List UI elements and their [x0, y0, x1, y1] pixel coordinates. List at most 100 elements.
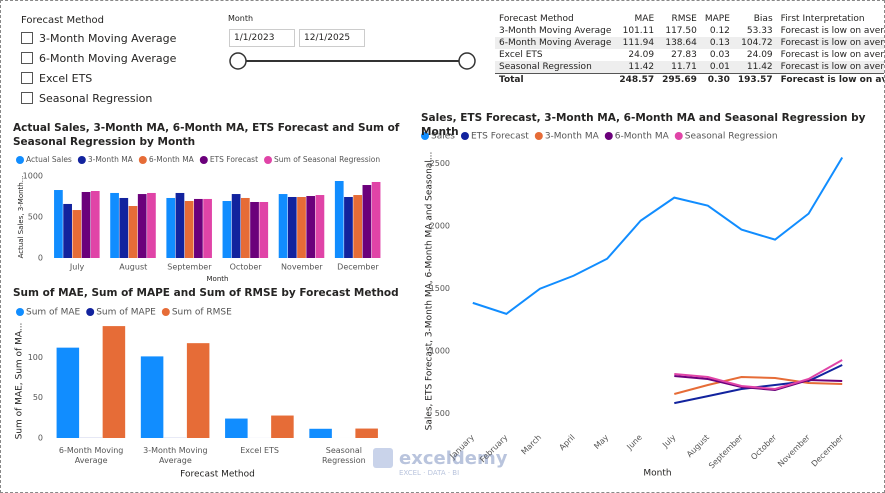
- table-cell: 27.83: [671, 50, 697, 60]
- legend-label: Sales: [431, 132, 455, 142]
- y-tick-label: 500: [28, 213, 43, 222]
- metrics-table: Forecast Method MAE RMSE MAPE Bias First Inte…: [495, 13, 884, 86]
- x-tick-label: October: [749, 432, 779, 462]
- table-cell: 6-Month Moving Average: [495, 37, 616, 49]
- bar: [81, 191, 91, 258]
- y-axis-title: Sum of MAE, Sum of MA...: [15, 323, 25, 440]
- table-cell: Seasonal Regression: [495, 61, 616, 74]
- bar: [222, 201, 232, 258]
- total-cell: Total: [495, 73, 616, 86]
- bar: [371, 181, 381, 258]
- line: [674, 359, 843, 391]
- bar: [140, 356, 164, 438]
- total-cell: 295.69: [658, 73, 701, 86]
- legend-label: ETS Forecast: [471, 132, 529, 142]
- bar: [137, 194, 147, 258]
- legend-label: ETS Forecast: [210, 155, 258, 164]
- header-cell: RMSE: [671, 14, 697, 24]
- slicer-item[interactable]: 3-Month Moving Average: [21, 28, 176, 48]
- legend-swatch: [421, 132, 429, 140]
- y-tick-label: 0: [38, 434, 43, 443]
- y-tick-label: 1000: [430, 347, 450, 356]
- bar: [362, 185, 372, 258]
- table-cell: 11.71: [658, 61, 701, 74]
- x-tick-label: December: [810, 432, 846, 468]
- bar: [297, 196, 306, 258]
- legend-swatch: [86, 308, 95, 316]
- header-cell: Bias: [753, 14, 773, 24]
- table-cell: 0.01: [700, 61, 734, 74]
- bar: [334, 181, 344, 258]
- watermark-tagline: EXCEL · DATA · BI: [399, 469, 459, 477]
- date-end[interactable]: 12/1/2025: [299, 29, 365, 47]
- bar: [54, 190, 63, 258]
- date-handle-start[interactable]: [229, 52, 247, 70]
- bar: [355, 428, 378, 438]
- table-cell: 11.42: [733, 61, 777, 74]
- bar: [287, 196, 297, 258]
- legend-swatch: [674, 132, 683, 140]
- bar: [315, 195, 325, 258]
- legend-swatch: [138, 156, 147, 164]
- bar: [90, 191, 100, 258]
- slicer-label: Excel ETS: [39, 71, 93, 85]
- y-tick-label: 500: [435, 409, 450, 418]
- table-cell: 3-Month Moving Average: [499, 26, 612, 36]
- x-tick-label: November: [281, 263, 323, 272]
- x-tick-label: July: [69, 263, 85, 272]
- slicer-item[interactable]: Excel ETS: [21, 68, 176, 88]
- bar: [147, 192, 156, 258]
- date-start[interactable]: 1/1/2023: [229, 29, 295, 47]
- x-tick-label: March: [520, 433, 544, 457]
- checkbox[interactable]: [21, 92, 33, 104]
- bar: [63, 203, 72, 258]
- bar: [250, 201, 259, 258]
- watermark-logo: [373, 448, 393, 468]
- x-tick-label: July: [660, 433, 677, 450]
- legend-label: 3-Month MA: [545, 132, 600, 142]
- y-axis-title: Actual Sales, 3-Month...: [17, 176, 25, 259]
- table-cell: 24.09: [628, 50, 655, 60]
- slicer-item[interactable]: 6-Month Moving Average: [21, 48, 176, 68]
- y-axis-title: Sales, ETS Forecast, 3-Month MA, 6-Month…: [425, 152, 435, 431]
- x-tick-label: May: [592, 433, 610, 451]
- slicer-label: 3-Month Moving Average: [39, 31, 177, 45]
- date-handle-end[interactable]: [458, 52, 476, 70]
- slicer-label: Seasonal Regression: [39, 91, 153, 105]
- y-tick-label: 50: [33, 393, 43, 402]
- legend-label: Actual Sales: [26, 155, 72, 164]
- table-row: Excel ETS 24.09 27.83 0.03 24.09 Forecast is …: [495, 49, 884, 61]
- legend-label: 6-Month MA: [615, 132, 670, 142]
- legend-swatch: [604, 132, 613, 140]
- bar: [240, 197, 250, 258]
- bar: [306, 196, 316, 258]
- checkbox[interactable]: [21, 32, 33, 44]
- checkbox[interactable]: [21, 52, 33, 64]
- bar: [166, 197, 176, 258]
- bar: [110, 192, 119, 258]
- table-cell: Excel ETS: [499, 50, 543, 60]
- x-axis-title: Month: [207, 275, 229, 283]
- bar: [203, 198, 212, 258]
- x-tick-label: November: [776, 432, 812, 468]
- legend-swatch: [16, 308, 24, 316]
- x-tick-label: April: [557, 433, 576, 452]
- x-tick-label: June: [625, 433, 644, 452]
- bar: [225, 418, 248, 438]
- bar: [259, 201, 269, 258]
- bar: [278, 194, 288, 258]
- bar: [271, 415, 294, 438]
- legend-label: Sum of RMSE: [172, 308, 232, 318]
- table-cell: 101.11: [622, 26, 655, 36]
- checkbox[interactable]: [21, 72, 33, 84]
- bar: [102, 326, 126, 438]
- bar: [56, 347, 80, 438]
- line: [472, 156, 844, 315]
- slicer-item[interactable]: Seasonal Regression: [21, 88, 176, 108]
- table-row: 6-Month Moving Average 111.94 138.64 0.13 10…: [495, 37, 884, 49]
- y-tick-label: 1500: [430, 284, 450, 293]
- legend-swatch: [264, 156, 273, 164]
- legend-swatch: [77, 156, 86, 164]
- slicer-label: 6-Month Moving Average: [39, 51, 177, 65]
